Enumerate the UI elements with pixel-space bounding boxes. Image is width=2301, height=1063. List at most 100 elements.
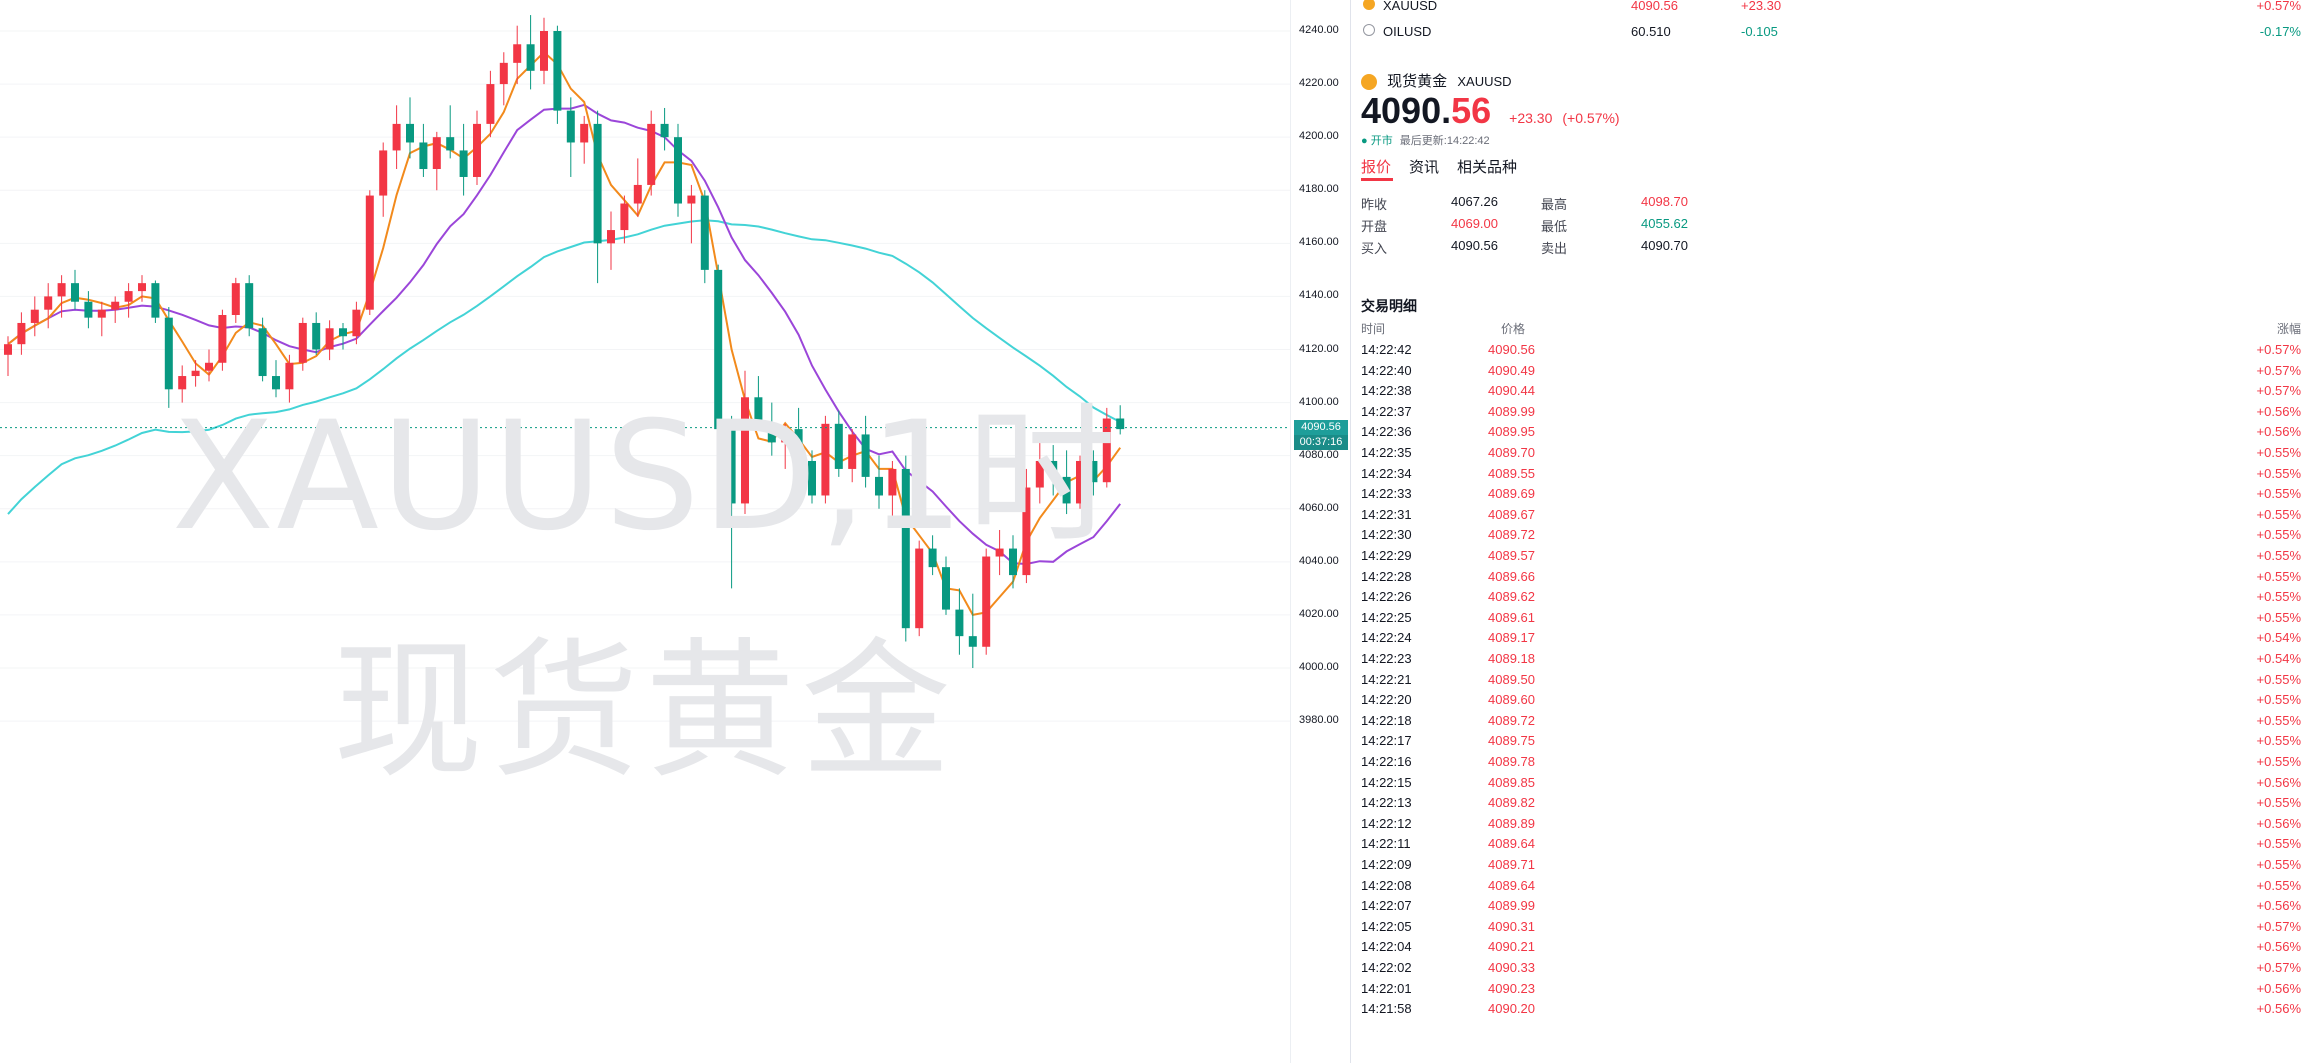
- candle[interactable]: [1009, 535, 1017, 589]
- candle[interactable]: [674, 123, 682, 217]
- candle[interactable]: [164, 307, 173, 408]
- candle[interactable]: [312, 312, 321, 355]
- candle[interactable]: [808, 450, 816, 504]
- candle[interactable]: [982, 548, 991, 655]
- candle[interactable]: [566, 97, 575, 177]
- candle[interactable]: [660, 107, 669, 151]
- candle[interactable]: [1076, 455, 1084, 509]
- candle[interactable]: [459, 123, 468, 196]
- candle[interactable]: [647, 110, 656, 196]
- trade-time: 14:22:35: [1361, 445, 1412, 460]
- candle[interactable]: [687, 184, 696, 244]
- tab-news[interactable]: 资讯: [1409, 159, 1440, 176]
- candle[interactable]: [325, 320, 334, 361]
- candle[interactable]: [593, 110, 602, 284]
- side-panel: XAUUSD 4090.56 +23.30 +0.57% OILUSD 60.5…: [1350, 0, 2301, 1063]
- candle[interactable]: [392, 105, 401, 170]
- candle[interactable]: [499, 52, 508, 106]
- candle[interactable]: [848, 429, 857, 483]
- candle[interactable]: [486, 70, 495, 138]
- candle[interactable]: [741, 370, 749, 515]
- chart-area[interactable]: XAUUSD,1时 现货黄金: [0, 0, 1290, 1063]
- candle[interactable]: [258, 317, 267, 382]
- candle[interactable]: [446, 105, 455, 159]
- candle[interactable]: [191, 360, 200, 387]
- candle[interactable]: [245, 275, 254, 337]
- candle[interactable]: [620, 195, 629, 244]
- watchlist-row[interactable]: OILUSD 60.510 -0.105 -0.17%: [1361, 18, 2301, 44]
- candle[interactable]: [285, 354, 294, 403]
- candle[interactable]: [700, 190, 709, 284]
- candle[interactable]: [781, 423, 790, 469]
- candle[interactable]: [1062, 450, 1071, 515]
- candle[interactable]: [111, 296, 120, 323]
- candle[interactable]: [955, 588, 964, 655]
- trade-change: +0.55%: [2256, 548, 2301, 563]
- tab-quote[interactable]: 报价: [1361, 159, 1392, 176]
- candle[interactable]: [861, 415, 870, 488]
- candle[interactable]: [714, 264, 723, 456]
- trade-change: +0.56%: [2256, 980, 2301, 996]
- candle[interactable]: [526, 15, 535, 90]
- candle[interactable]: [1049, 445, 1058, 496]
- candle[interactable]: [942, 556, 950, 615]
- candle[interactable]: [57, 275, 66, 318]
- trade-price: 4089.64: [1488, 877, 1535, 893]
- candle[interactable]: [834, 410, 843, 477]
- candle[interactable]: [379, 142, 388, 217]
- candle[interactable]: [298, 317, 307, 371]
- candle[interactable]: [17, 312, 26, 355]
- candle[interactable]: [71, 269, 79, 310]
- candle[interactable]: [473, 110, 481, 185]
- candle[interactable]: [633, 158, 642, 217]
- candle[interactable]: [138, 275, 146, 302]
- watchlist-row[interactable]: XAUUSD 4090.56 +23.30 +0.57%: [1361, 0, 2301, 18]
- candle[interactable]: [218, 309, 227, 371]
- candle[interactable]: [995, 529, 1004, 576]
- candle[interactable]: [205, 349, 213, 382]
- candle[interactable]: [928, 535, 937, 576]
- candle[interactable]: [124, 283, 133, 318]
- candle[interactable]: [419, 123, 428, 177]
- candle[interactable]: [754, 376, 763, 430]
- candle[interactable]: [1089, 450, 1098, 496]
- candle[interactable]: [339, 322, 347, 350]
- candle[interactable]: [97, 301, 106, 337]
- candle[interactable]: [1102, 407, 1111, 488]
- candle[interactable]: [580, 115, 589, 164]
- candle[interactable]: [84, 291, 93, 329]
- tab-related[interactable]: 相关品种: [1457, 159, 1518, 176]
- candle[interactable]: [607, 211, 615, 270]
- candle[interactable]: [888, 460, 897, 523]
- candle[interactable]: [178, 365, 187, 403]
- trade-row: 14:22:31 4089.67 +0.55%: [1361, 505, 2301, 525]
- candle[interactable]: [151, 280, 160, 323]
- trade-time: 14:22:18: [1361, 712, 1412, 728]
- candle[interactable]: [915, 540, 924, 637]
- candle[interactable]: [794, 407, 803, 483]
- candle[interactable]: [406, 97, 414, 159]
- candle[interactable]: [727, 415, 736, 589]
- candle[interactable]: [767, 402, 776, 456]
- candle[interactable]: [4, 336, 12, 377]
- candle[interactable]: [1022, 468, 1031, 584]
- candle[interactable]: [821, 415, 830, 504]
- candle[interactable]: [968, 593, 977, 668]
- candle[interactable]: [44, 283, 53, 329]
- price-axis[interactable]: 4240.00 4220.00 4200.00 4180.00 4160.00 4140.…: [1290, 0, 1351, 1063]
- candlestick-chart[interactable]: [0, 0, 1290, 1063]
- candle[interactable]: [365, 190, 374, 315]
- candle[interactable]: [231, 277, 240, 323]
- candle[interactable]: [513, 25, 522, 85]
- candle[interactable]: [30, 296, 39, 337]
- candle[interactable]: [540, 17, 548, 85]
- candle[interactable]: [901, 455, 910, 642]
- candle[interactable]: [272, 360, 280, 398]
- candle[interactable]: [432, 131, 441, 191]
- candle[interactable]: [1116, 405, 1125, 435]
- candle[interactable]: [352, 301, 361, 345]
- candle[interactable]: [1035, 442, 1044, 504]
- trade-row: 14:22:16 4089.78 +0.55%: [1361, 752, 2301, 772]
- candle[interactable]: [875, 455, 883, 509]
- candle[interactable]: [553, 25, 562, 124]
